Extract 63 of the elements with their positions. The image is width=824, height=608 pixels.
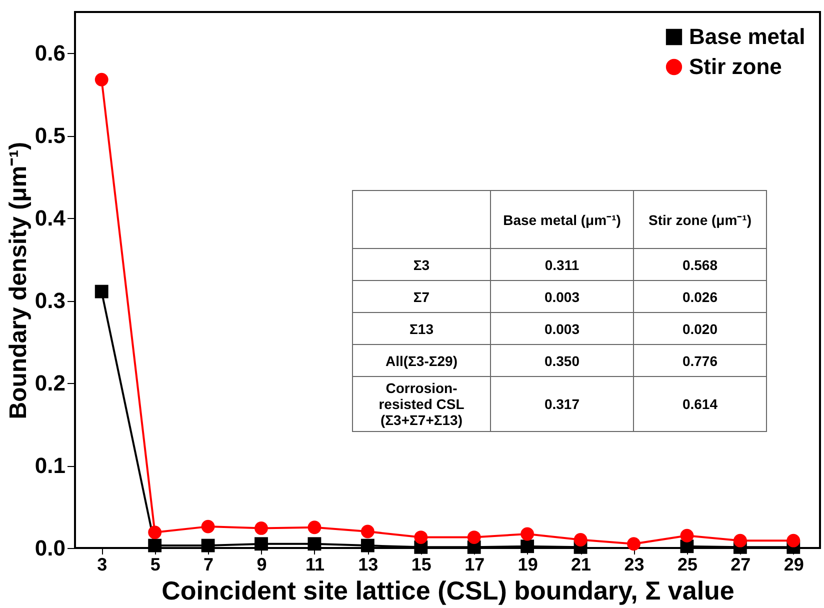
- point: [94, 284, 108, 298]
- point: [148, 526, 162, 540]
- annotation: 0.311: [490, 248, 634, 280]
- annotation: Base metal (μm⁻¹): [490, 190, 634, 248]
- x-tick-label: 11: [305, 554, 324, 574]
- x-tick-label: 15: [411, 554, 432, 574]
- point: [467, 530, 481, 544]
- point: [148, 538, 162, 552]
- annotation: Stir zone (μm⁻¹): [634, 190, 766, 248]
- annotation: Σ7: [352, 280, 490, 312]
- annotation: Σ3: [352, 248, 490, 280]
- annotation: All(Σ3-Σ29): [352, 344, 490, 376]
- point: [201, 538, 215, 552]
- y-tick-label: 0.5: [34, 123, 66, 148]
- y-tick-label: 0.2: [34, 370, 66, 396]
- annotation: 0.020: [634, 312, 766, 344]
- point: [520, 527, 534, 541]
- x-tick-label: 13: [358, 554, 378, 574]
- y-tick-label: 0.1: [34, 453, 66, 478]
- x-axis-title: Coincident site lattice (CSL) boundary, Σ value: [162, 576, 734, 606]
- x-tick-label: 27: [730, 554, 751, 574]
- point: [360, 524, 374, 538]
- point: [680, 528, 694, 542]
- point: [254, 522, 268, 535]
- point: [414, 530, 428, 544]
- point: [308, 520, 322, 534]
- point: [520, 540, 534, 554]
- y-tick-label: 0.3: [34, 288, 66, 314]
- point: [201, 520, 215, 534]
- annotation: Σ13: [352, 312, 490, 344]
- point: [254, 537, 268, 551]
- y-tick-label: 0.6: [34, 40, 66, 66]
- x-tick-label: 5: [150, 554, 160, 574]
- x-tick-label: 19: [518, 554, 538, 574]
- annotation: 0.776: [634, 344, 766, 376]
- x-tick-label: 25: [677, 554, 698, 574]
- x-tick-label: 23: [624, 554, 644, 574]
- x-tick-label: 9: [256, 554, 267, 574]
- y-axis-title: Boundary density (μm⁻¹): [4, 142, 32, 420]
- point: [627, 537, 640, 551]
- annotation: Corrosion-resisted CSL (Σ3+Σ7+Σ13): [352, 376, 490, 432]
- annotation: 0.350: [490, 344, 634, 376]
- annotation: 0.003: [490, 280, 634, 312]
- point: [94, 72, 108, 86]
- x-tick-label: 17: [464, 554, 485, 574]
- point: [308, 537, 322, 551]
- point: [574, 533, 588, 546]
- y-tick-label: 0.0: [34, 536, 66, 560]
- annotation: 0.003: [490, 312, 634, 344]
- x-tick-label: 21: [571, 554, 592, 574]
- annotation: 0.317: [490, 376, 634, 432]
- y-tick-label: 0.4: [34, 206, 66, 231]
- point: [733, 534, 747, 548]
- x-tick-label: 7: [204, 554, 214, 574]
- x-tick-label: 29: [784, 554, 804, 574]
- annotation: 0.026: [634, 280, 766, 312]
- point: [360, 538, 374, 552]
- annotation: 0.614: [634, 376, 766, 432]
- point: [786, 534, 800, 548]
- x-tick-label: 3: [97, 554, 108, 574]
- legend-label: Stir zone: [689, 54, 782, 79]
- annotation: 0.568: [634, 248, 766, 280]
- legend-label: Base metal: [689, 24, 806, 49]
